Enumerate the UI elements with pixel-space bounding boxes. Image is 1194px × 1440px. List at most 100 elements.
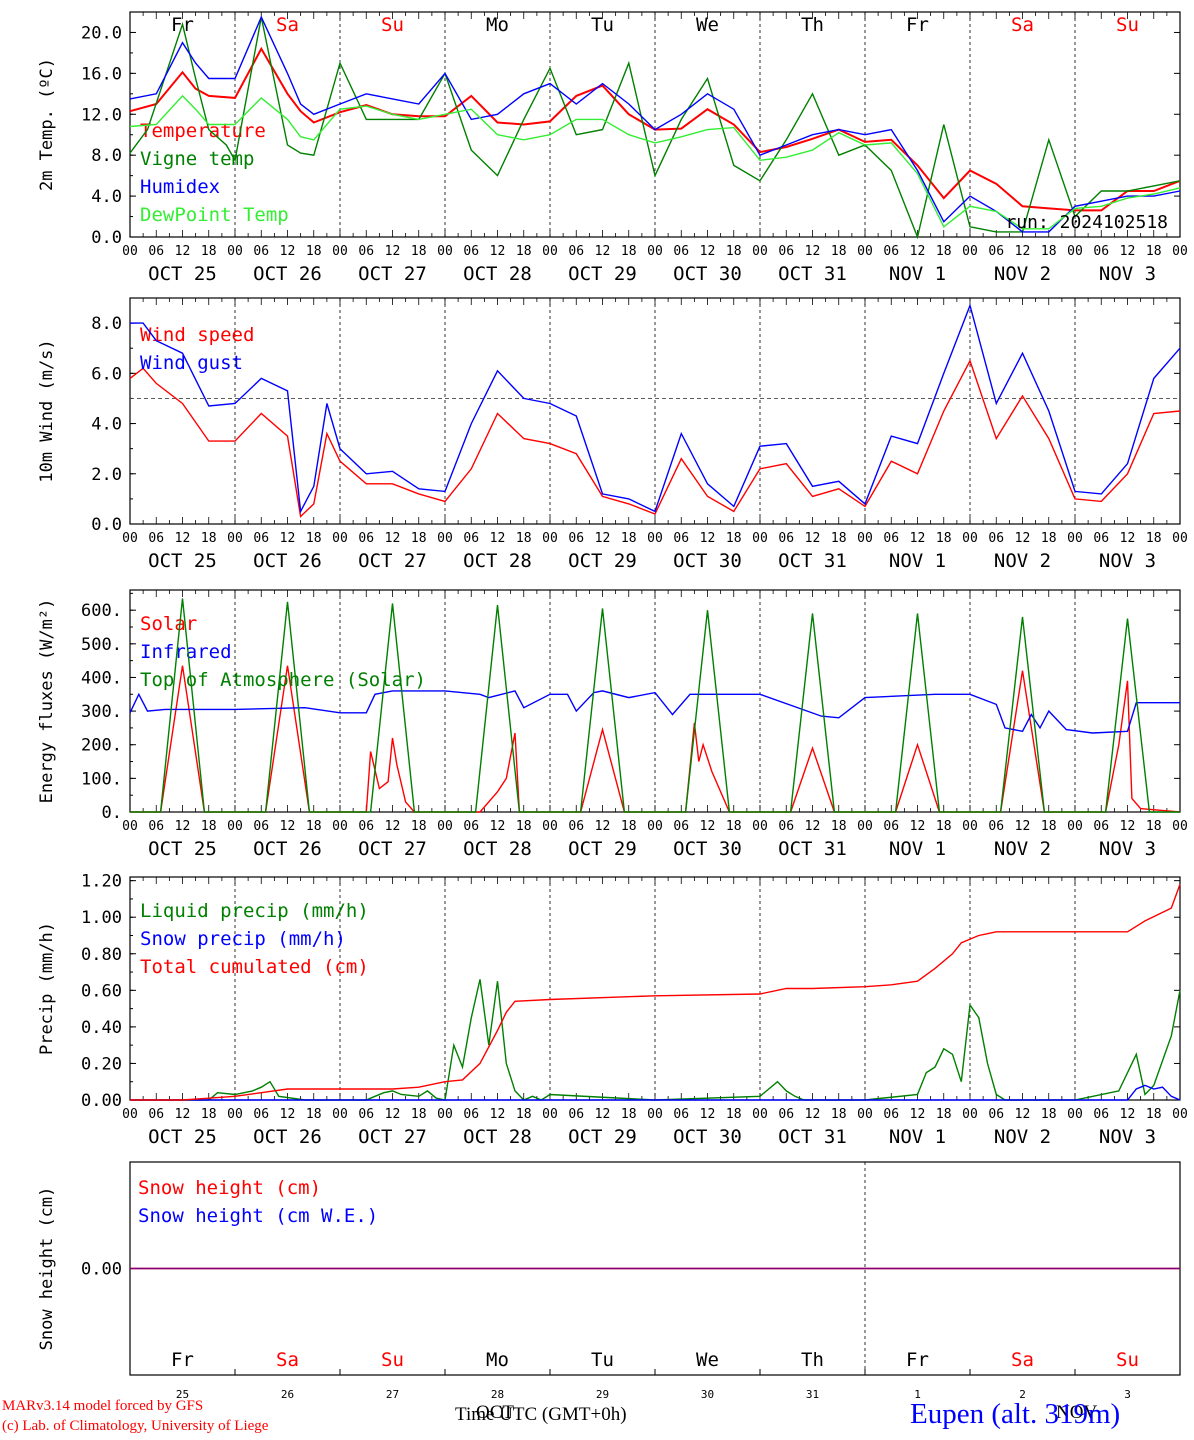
weekday-label: Fr: [906, 1349, 929, 1371]
hour-tick-label: 12: [385, 819, 401, 834]
series-line-top-of-atmosphere-solar-: [130, 598, 1180, 813]
hour-tick-label: 18: [936, 1107, 952, 1122]
hour-tick-label: 00: [752, 1107, 768, 1122]
hour-tick-label: 06: [988, 244, 1004, 259]
hour-tick-label: 06: [988, 819, 1004, 834]
bottom-month-label: NOV: [1056, 1402, 1098, 1423]
weekday-label: Th: [801, 14, 824, 36]
hour-tick-label: 12: [805, 244, 821, 259]
hour-tick-label: 06: [883, 531, 899, 546]
hour-tick-label: 06: [358, 1107, 374, 1122]
model-credit: MARv3.14 model forced by GFS: [2, 1398, 204, 1414]
hour-tick-label: 12: [1120, 531, 1136, 546]
hour-tick-label: 12: [280, 819, 296, 834]
hour-tick-label: 12: [595, 1107, 611, 1122]
legend-entry: Snow precip (mm/h): [140, 928, 346, 950]
legend-entry: Total cumulated (cm): [140, 956, 369, 978]
y-tick-label: 0.40: [81, 1018, 122, 1038]
hour-tick-label: 00: [752, 819, 768, 834]
hour-tick-label: 18: [621, 819, 637, 834]
hour-tick-label: 12: [175, 1107, 191, 1122]
hour-tick-label: 18: [1146, 244, 1162, 259]
hour-tick-label: 12: [910, 244, 926, 259]
hour-tick-label: 18: [516, 244, 532, 259]
hour-tick-label: 00: [1172, 1107, 1188, 1122]
hour-tick-label: 06: [253, 819, 269, 834]
hour-tick-label: 12: [700, 1107, 716, 1122]
hour-tick-label: 12: [910, 1107, 926, 1122]
hour-tick-label: 06: [568, 531, 584, 546]
y-tick-label: 20.0: [81, 23, 122, 43]
hour-tick-label: 00: [752, 244, 768, 259]
hour-tick-label: 06: [883, 244, 899, 259]
hour-tick-label: 06: [1093, 531, 1109, 546]
y-tick-label: 12.0: [81, 105, 122, 125]
hour-tick-label: 06: [1093, 819, 1109, 834]
hour-tick-label: 18: [621, 531, 637, 546]
x-axis-title: Time UTC (GMT+0h): [455, 1404, 627, 1425]
date-label: OCT 26: [253, 550, 322, 572]
weekday-label: Fr: [171, 14, 194, 36]
date-label: NOV 2: [994, 1126, 1051, 1148]
hour-tick-label: 00: [857, 819, 873, 834]
hour-tick-label: 18: [411, 244, 427, 259]
hour-tick-label: 12: [595, 819, 611, 834]
hour-tick-label: 18: [306, 531, 322, 546]
legend-entry: Wind gust: [140, 352, 243, 374]
day-number-label: 1: [914, 1388, 921, 1401]
hour-tick-label: 18: [201, 819, 217, 834]
legend-entry: Snow height (cm W.E.): [138, 1205, 378, 1227]
weekday-label: Fr: [171, 1349, 194, 1371]
legend-entry: Snow height (cm): [138, 1177, 321, 1199]
hour-tick-label: 18: [411, 531, 427, 546]
hour-tick-label: 18: [726, 531, 742, 546]
day-number-label: 30: [701, 1388, 714, 1401]
hour-tick-label: 00: [122, 1107, 138, 1122]
y-tick-label: 1.20: [81, 872, 122, 892]
hour-tick-label: 06: [883, 819, 899, 834]
hour-tick-label: 00: [962, 819, 978, 834]
series-line-dewpoint-temp: [129, 94, 1181, 230]
y-tick-label: 600.: [81, 601, 122, 621]
copyright: (c) Lab. of Climatology, University of L…: [2, 1418, 269, 1434]
hour-tick-label: 00: [647, 819, 663, 834]
y-tick-label: 16.0: [81, 64, 122, 84]
hour-tick-label: 06: [1093, 244, 1109, 259]
weekday-label: Sa: [1011, 1349, 1034, 1371]
day-number-label: 3: [1124, 1388, 1131, 1401]
y-tick-label: 400.: [81, 668, 122, 688]
y-axis-title: Energy fluxes (W/m²): [37, 599, 57, 804]
y-axis-title: Precip (mm/h): [37, 922, 57, 1055]
date-label: NOV 3: [1099, 838, 1156, 860]
series-line-temperature: [129, 46, 1181, 212]
y-tick-label: 0.: [102, 803, 122, 823]
hour-tick-label: 00: [542, 244, 558, 259]
date-label: OCT 26: [253, 838, 322, 860]
hour-tick-label: 06: [463, 531, 479, 546]
hour-tick-label: 12: [175, 819, 191, 834]
hour-tick-label: 12: [280, 244, 296, 259]
hour-tick-label: 00: [1067, 244, 1083, 259]
hour-tick-label: 00: [1067, 1107, 1083, 1122]
hour-tick-label: 00: [542, 531, 558, 546]
legend-entry: Liquid precip (mm/h): [140, 900, 369, 922]
hour-tick-label: 00: [437, 244, 453, 259]
weekday-label: Tu: [591, 1349, 614, 1371]
y-tick-label: 4.0: [91, 415, 122, 435]
hour-tick-label: 06: [358, 244, 374, 259]
day-number-label: 29: [596, 1388, 609, 1401]
hour-tick-label: 18: [516, 1107, 532, 1122]
y-tick-label: 200.: [81, 736, 122, 756]
hour-tick-label: 06: [463, 244, 479, 259]
hour-tick-label: 18: [1146, 819, 1162, 834]
date-label: OCT 27: [358, 838, 427, 860]
y-axis-title: 10m Wind (m/s): [37, 339, 57, 482]
date-label: OCT 25: [148, 550, 217, 572]
date-label: OCT 27: [358, 550, 427, 572]
series-line-vigne-temp: [129, 16, 1181, 240]
hour-tick-label: 12: [595, 531, 611, 546]
legend-entry: Temperature: [140, 120, 266, 142]
y-tick-label: 8.0: [91, 314, 122, 334]
date-label: NOV 3: [1099, 263, 1156, 285]
date-label: OCT 26: [253, 263, 322, 285]
